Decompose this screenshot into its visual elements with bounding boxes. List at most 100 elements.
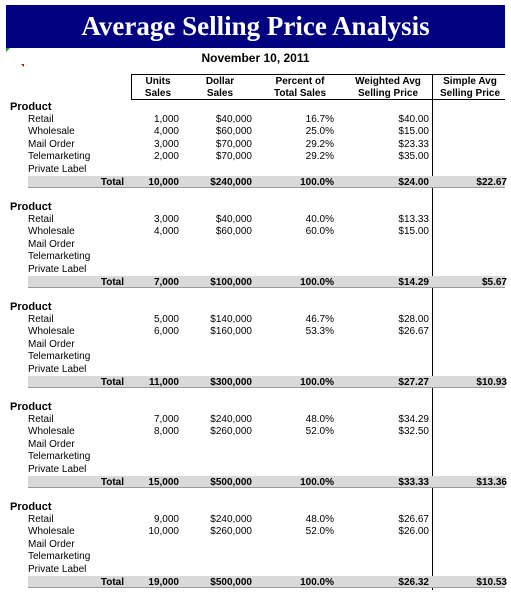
- row-label: Wholesale: [28, 526, 75, 538]
- cell-weighted: $15.00: [398, 226, 429, 238]
- cell-units: 10,000: [148, 526, 179, 538]
- cell-units: 3,000: [153, 138, 179, 150]
- row-label: Private Label: [28, 563, 87, 575]
- total-row-background: [28, 176, 505, 188]
- row-label: Private Label: [28, 363, 87, 375]
- cell-weighted: $23.33: [398, 138, 429, 150]
- row-label: Telemarketing: [28, 551, 91, 563]
- total-row-background: [28, 276, 505, 288]
- row-label: Mail Order: [28, 138, 75, 150]
- section-title: Product: [10, 401, 52, 413]
- row-label: Private Label: [28, 163, 87, 175]
- cell-percent: 29.2%: [305, 138, 334, 150]
- total-weighted: $24.00: [398, 176, 429, 188]
- total-units: 15,000: [148, 476, 179, 488]
- total-simple: $10.53: [476, 576, 507, 588]
- cell-dollars: $40,000: [215, 214, 252, 225]
- row-label: Telemarketing: [28, 151, 91, 163]
- header-dollar-sales: Dollar Sales: [205, 76, 235, 99]
- row-label: Mail Order: [28, 338, 75, 350]
- cell-percent: 48.0%: [305, 414, 334, 425]
- cell-units: 5,000: [153, 314, 179, 325]
- total-row-background: [28, 376, 505, 388]
- cell-dollars: $260,000: [210, 426, 252, 438]
- cell-dollars: $140,000: [210, 314, 252, 325]
- cell-dollars: $40,000: [215, 114, 252, 125]
- page-title: Average Selling Price Analysis: [6, 5, 505, 48]
- total-percent: 100.0%: [300, 576, 334, 588]
- cell-percent: 16.7%: [305, 114, 334, 125]
- cell-comment-marker: [6, 48, 10, 52]
- cell-weighted: $35.00: [398, 151, 429, 163]
- cell-dollars: $240,000: [210, 514, 252, 525]
- cell-units: 4,000: [153, 126, 179, 138]
- total-percent: 100.0%: [300, 376, 334, 388]
- section-title: Product: [10, 301, 52, 313]
- total-label: Total: [100, 376, 124, 388]
- total-row-background: [28, 576, 505, 588]
- total-dollars: $500,000: [210, 476, 252, 488]
- total-dollars: $100,000: [210, 276, 252, 288]
- total-weighted: $26.32: [398, 576, 429, 588]
- column-divider: [432, 74, 433, 590]
- cell-units: 6,000: [153, 326, 179, 338]
- cell-weighted: $40.00: [398, 114, 429, 125]
- row-label: Wholesale: [28, 326, 75, 338]
- header-units-sales: Units Sales: [144, 76, 172, 99]
- row-label: Retail: [28, 414, 54, 425]
- total-weighted: $27.27: [398, 376, 429, 388]
- cell-weighted: $15.00: [398, 126, 429, 138]
- cell-error-marker: [21, 64, 24, 67]
- total-dollars: $500,000: [210, 576, 252, 588]
- row-label: Mail Order: [28, 438, 75, 450]
- total-weighted: $14.29: [398, 276, 429, 288]
- cell-percent: 29.2%: [305, 151, 334, 163]
- cell-percent: 25.0%: [305, 126, 334, 138]
- row-label: Wholesale: [28, 426, 75, 438]
- row-label: Telemarketing: [28, 451, 91, 463]
- header-simple-avg: Simple Avg Selling Price: [439, 76, 501, 99]
- cell-percent: 53.3%: [305, 326, 334, 338]
- cell-weighted: $13.33: [398, 214, 429, 225]
- total-simple: $13.36: [476, 476, 507, 488]
- cell-dollars: $60,000: [215, 126, 252, 138]
- row-label: Private Label: [28, 463, 87, 475]
- cell-units: 4,000: [153, 226, 179, 238]
- total-units: 7,000: [153, 276, 179, 288]
- row-label: Retail: [28, 314, 54, 325]
- total-percent: 100.0%: [300, 476, 334, 488]
- header-percent-total: Percent of Total Sales: [273, 76, 327, 99]
- total-weighted: $33.33: [398, 476, 429, 488]
- cell-percent: 60.0%: [305, 226, 334, 238]
- row-label: Wholesale: [28, 226, 75, 238]
- total-units: 19,000: [148, 576, 179, 588]
- section-title: Product: [10, 501, 52, 513]
- cell-units: 7,000: [153, 414, 179, 425]
- total-percent: 100.0%: [300, 276, 334, 288]
- cell-percent: 40.0%: [305, 214, 334, 225]
- cell-units: 3,000: [153, 214, 179, 225]
- cell-weighted: $26.67: [398, 326, 429, 338]
- row-label: Private Label: [28, 263, 87, 275]
- cell-weighted: $28.00: [398, 314, 429, 325]
- cell-percent: 52.0%: [305, 426, 334, 438]
- row-label: Telemarketing: [28, 351, 91, 363]
- cell-percent: 52.0%: [305, 526, 334, 538]
- section-title: Product: [10, 201, 52, 213]
- total-simple: $5.67: [481, 276, 507, 288]
- total-row-background: [28, 476, 505, 488]
- total-units: 11,000: [148, 376, 179, 388]
- total-units: 10,000: [148, 176, 179, 188]
- row-label: Retail: [28, 114, 54, 125]
- cell-dollars: $70,000: [215, 138, 252, 150]
- cell-weighted: $32.50: [398, 426, 429, 438]
- total-dollars: $240,000: [210, 176, 252, 188]
- cell-units: 2,000: [153, 151, 179, 163]
- total-percent: 100.0%: [300, 176, 334, 188]
- cell-dollars: $70,000: [215, 151, 252, 163]
- cell-weighted: $26.00: [398, 526, 429, 538]
- cell-units: 8,000: [153, 426, 179, 438]
- cell-percent: 48.0%: [305, 514, 334, 525]
- row-label: Mail Order: [28, 538, 75, 550]
- cell-percent: 46.7%: [305, 314, 334, 325]
